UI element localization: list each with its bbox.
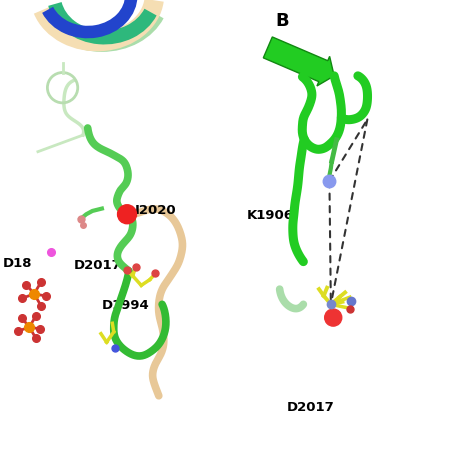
- Text: D2017: D2017: [73, 259, 121, 272]
- Text: D18: D18: [2, 256, 32, 270]
- Text: K1906: K1906: [246, 209, 293, 222]
- Text: D1994: D1994: [102, 299, 150, 312]
- Text: B: B: [275, 12, 289, 30]
- Circle shape: [118, 205, 137, 224]
- Text: D2017: D2017: [287, 401, 335, 414]
- Circle shape: [325, 309, 342, 326]
- FancyArrow shape: [264, 37, 334, 86]
- Text: I2020: I2020: [135, 204, 177, 218]
